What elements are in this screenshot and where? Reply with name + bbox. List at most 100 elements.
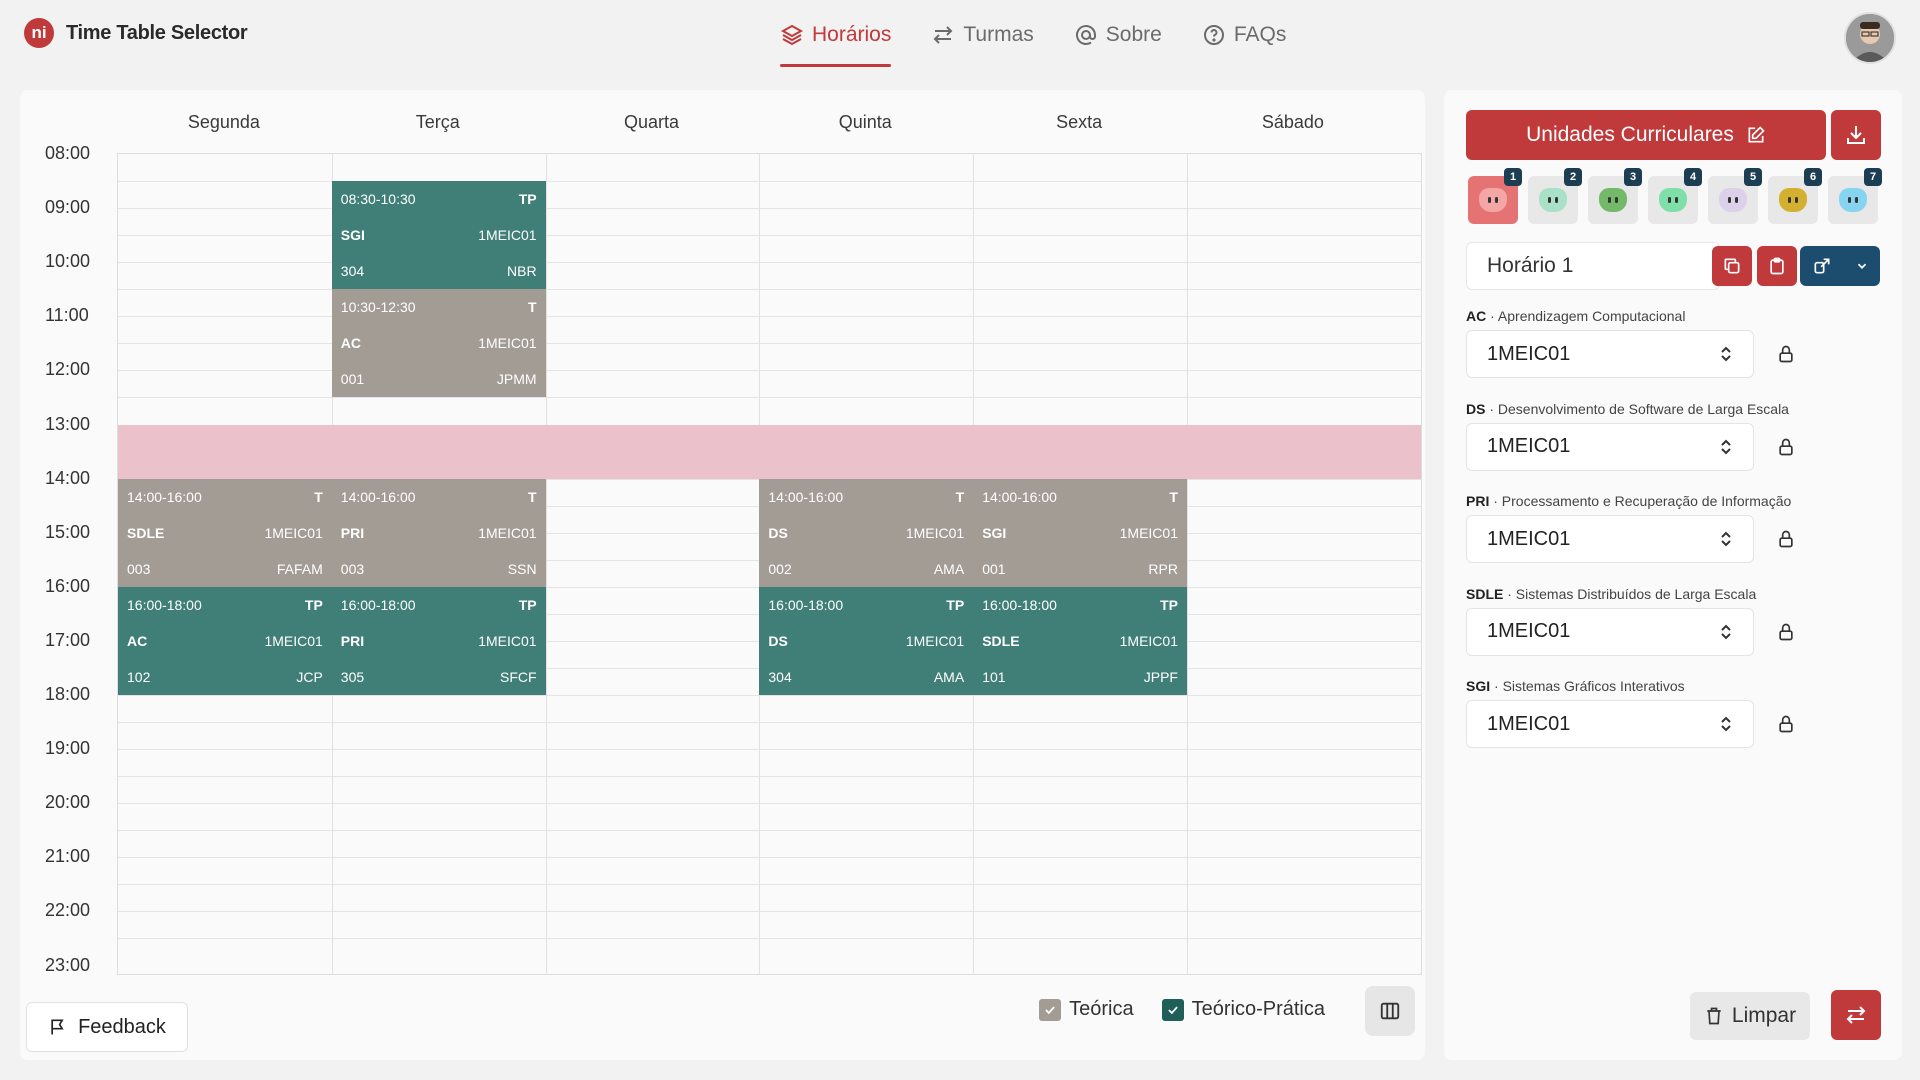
class-select[interactable]: 1MEIC01 xyxy=(1466,607,1754,656)
lesson-row-room: 102 JCP xyxy=(127,659,323,695)
class-select[interactable]: 1MEIC01 xyxy=(1466,515,1754,563)
class-select[interactable]: 1MEIC01 xyxy=(1466,422,1754,471)
lesson-block[interactable]: 16:00-18:00 TP PRI 1MEIC01 305 SFCF xyxy=(331,586,546,695)
lesson-block[interactable]: 14:00-16:00 T PRI 1MEIC01 003 SSN xyxy=(331,478,546,587)
schedule-option[interactable]: 4 xyxy=(1648,168,1702,224)
schedule-option[interactable]: 6 xyxy=(1768,168,1822,224)
nav-faqs[interactable]: FAQs xyxy=(1202,20,1307,50)
lock-icon[interactable] xyxy=(1776,343,1796,370)
schedule-number-badge: 5 xyxy=(1744,168,1762,186)
course-label: SDLE · Sistemas Distribuídos de Larga Es… xyxy=(1466,585,1757,602)
lesson-type: T xyxy=(1169,488,1178,505)
lesson-time: 16:00-18:00 xyxy=(982,596,1057,613)
brand[interactable]: ni Time Table Selector xyxy=(24,18,248,48)
grid-column-line xyxy=(1187,154,1188,974)
lesson-time: 14:00-16:00 xyxy=(127,488,202,505)
lesson-type: T xyxy=(528,488,537,505)
schedule-option[interactable]: 7 xyxy=(1828,168,1882,224)
lesson-teacher: SFCF xyxy=(500,668,537,685)
legend-label: Teórico-Prática xyxy=(1191,998,1325,1020)
lesson-row-course: SDLE 1MEIC01 xyxy=(982,623,1178,659)
grid-line xyxy=(118,803,1421,805)
schedule-selector: 1 2 3 4 5 6 7 xyxy=(1468,168,1888,224)
lock-icon[interactable] xyxy=(1776,528,1796,555)
share-dropdown-button[interactable] xyxy=(1800,246,1880,286)
schedule-name-input[interactable]: Horário 1 xyxy=(1466,242,1720,290)
arrows-swap-icon xyxy=(933,26,953,44)
day-header: Segunda xyxy=(187,112,260,132)
grid-line xyxy=(118,397,1421,399)
lesson-block[interactable]: 08:30-10:30 TP SGI 1MEIC01 304 NBR xyxy=(331,181,546,290)
hour-label: 21:00 xyxy=(45,846,91,867)
checkbox-checked-icon[interactable] xyxy=(1161,998,1184,1021)
lesson-block[interactable]: 14:00-16:00 T SGI 1MEIC01 001 RPR xyxy=(973,478,1187,587)
nav-turmas[interactable]: Turmas xyxy=(931,20,1053,50)
legend-theoretical-practical[interactable]: Teórico-Prática xyxy=(1161,998,1325,1021)
lesson-type: T xyxy=(955,488,965,505)
grid-line xyxy=(118,749,1421,751)
schedule-option[interactable]: 5 xyxy=(1708,168,1762,224)
grid-line xyxy=(118,722,1421,724)
lesson-course: SDLE xyxy=(982,632,1020,649)
checkbox-checked-icon[interactable] xyxy=(1039,998,1062,1021)
swap-button[interactable] xyxy=(1831,990,1881,1040)
lesson-teacher: JPPF xyxy=(1143,668,1178,685)
lesson-row-time: 14:00-16:00 T xyxy=(768,479,964,515)
lesson-row-room: 003 SSN xyxy=(341,551,537,587)
schedule-option[interactable]: 2 xyxy=(1528,168,1582,224)
download-button[interactable] xyxy=(1831,110,1881,160)
timetable-panel: Segunda Terça Quarta Quinta Sexta Sábado 08:0… xyxy=(20,90,1425,1060)
at-icon xyxy=(1075,25,1096,45)
grid-line xyxy=(118,695,1421,696)
lesson-teacher: AMA xyxy=(933,668,965,685)
lesson-time: 14:00-16:00 xyxy=(982,488,1057,505)
user-avatar[interactable] xyxy=(1844,12,1896,64)
class-select[interactable]: 1MEIC01 xyxy=(1466,700,1754,748)
schedule-number-badge: 4 xyxy=(1684,168,1702,186)
copy-icon xyxy=(1724,258,1740,274)
class-select-value: 1MEIC01 xyxy=(1487,527,1571,550)
schedule-avatar-icon xyxy=(1539,188,1567,212)
clear-button[interactable]: Limpar xyxy=(1690,992,1810,1040)
lesson-class: 1MEIC01 xyxy=(264,632,323,649)
main-nav: Horários Turmas Sobre FAQs xyxy=(780,20,1326,67)
lock-icon[interactable] xyxy=(1776,436,1796,463)
lesson-block[interactable]: 16:00-18:00 TP SDLE 1MEIC01 101 JPPF xyxy=(973,586,1187,695)
lesson-time: 14:00-16:00 xyxy=(768,488,844,505)
trash-icon xyxy=(1707,1007,1721,1025)
schedule-number-badge: 6 xyxy=(1804,168,1822,186)
hour-label: 09:00 xyxy=(45,197,91,218)
lesson-row-course: AC 1MEIC01 xyxy=(341,325,537,361)
schedule-number-badge: 7 xyxy=(1864,168,1882,186)
lock-icon[interactable] xyxy=(1776,621,1796,648)
lesson-block[interactable]: 14:00-16:00 T SDLE 1MEIC01 003 FAFAM xyxy=(118,478,332,587)
chevron-updown-icon xyxy=(1721,346,1731,362)
nav-sobre[interactable]: Sobre xyxy=(1074,20,1182,50)
lesson-course: SGI xyxy=(982,524,1007,541)
lesson-row-course: PRI 1MEIC01 xyxy=(341,515,537,551)
courses-button[interactable]: Unidades Curriculares xyxy=(1466,110,1826,160)
lesson-block[interactable]: 10:30-12:30 T AC 1MEIC01 001 JPMM xyxy=(331,289,546,398)
feedback-button[interactable]: Feedback xyxy=(26,1002,188,1052)
paste-button[interactable] xyxy=(1757,246,1797,286)
schedule-option[interactable]: 3 xyxy=(1588,168,1642,224)
lesson-row-course: SGI 1MEIC01 xyxy=(341,217,537,253)
lesson-row-time: 14:00-16:00 T xyxy=(127,479,323,515)
class-select[interactable]: 1MEIC01 xyxy=(1466,330,1754,378)
toggle-view-button[interactable] xyxy=(1365,986,1415,1036)
lesson-time: 16:00-18:00 xyxy=(127,596,202,613)
legend-theoretical[interactable]: Teórica xyxy=(1039,998,1134,1021)
lesson-block[interactable]: 14:00-16:00 T DS 1MEIC01 002 AMA xyxy=(759,478,974,587)
nav-horarios[interactable]: Horários xyxy=(780,20,911,67)
duplicate-button[interactable] xyxy=(1712,246,1752,286)
course-name: Processamento e Recuperação de Informaçã… xyxy=(1501,493,1792,509)
lesson-block[interactable]: 16:00-18:00 TP DS 1MEIC01 304 AMA xyxy=(759,586,974,695)
lock-icon[interactable] xyxy=(1776,713,1796,740)
lesson-row-time: 14:00-16:00 T xyxy=(341,479,537,515)
top-bar: ni Time Table Selector Horários Turmas S… xyxy=(0,0,1920,86)
lesson-class: 1MEIC01 xyxy=(905,524,965,541)
lesson-row-room: 101 JPPF xyxy=(982,659,1178,695)
schedule-option[interactable]: 1 xyxy=(1468,168,1522,224)
schedule-avatar-icon xyxy=(1659,188,1687,212)
lesson-block[interactable]: 16:00-18:00 TP AC 1MEIC01 102 JCP xyxy=(118,586,332,695)
